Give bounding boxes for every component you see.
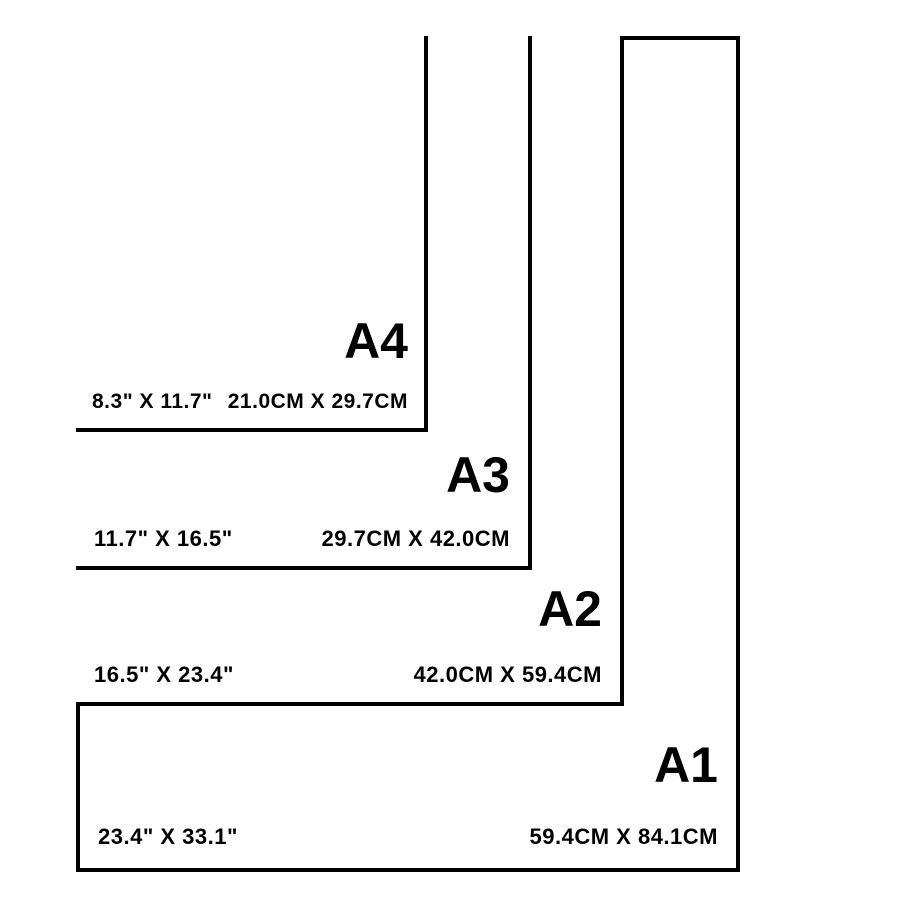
paper-a4-inches: 8.3" X 11.7" (92, 391, 213, 412)
paper-size-diagram: A1 23.4" X 33.1" 59.4CM X 84.1CM A2 16.5… (0, 0, 904, 904)
paper-a1-inches: 23.4" X 33.1" (98, 826, 238, 848)
paper-a2-cm: 42.0CM X 59.4CM (414, 664, 602, 686)
paper-a3-cm: 29.7CM X 42.0CM (322, 528, 510, 550)
paper-a1-cm: 59.4CM X 84.1CM (530, 826, 718, 848)
paper-a1-title: A1 (654, 740, 718, 790)
paper-a4-cm: 21.0CM X 29.7CM (228, 391, 408, 412)
paper-a4-title: A4 (344, 316, 408, 366)
paper-a3-title: A3 (446, 450, 510, 500)
paper-a3-inches: 11.7" X 16.5" (94, 528, 233, 550)
paper-a4: A4 8.3" X 11.7" 21.0CM X 29.7CM (76, 36, 428, 432)
paper-a2-inches: 16.5" X 23.4" (94, 664, 234, 686)
paper-a2-title: A2 (538, 584, 602, 634)
